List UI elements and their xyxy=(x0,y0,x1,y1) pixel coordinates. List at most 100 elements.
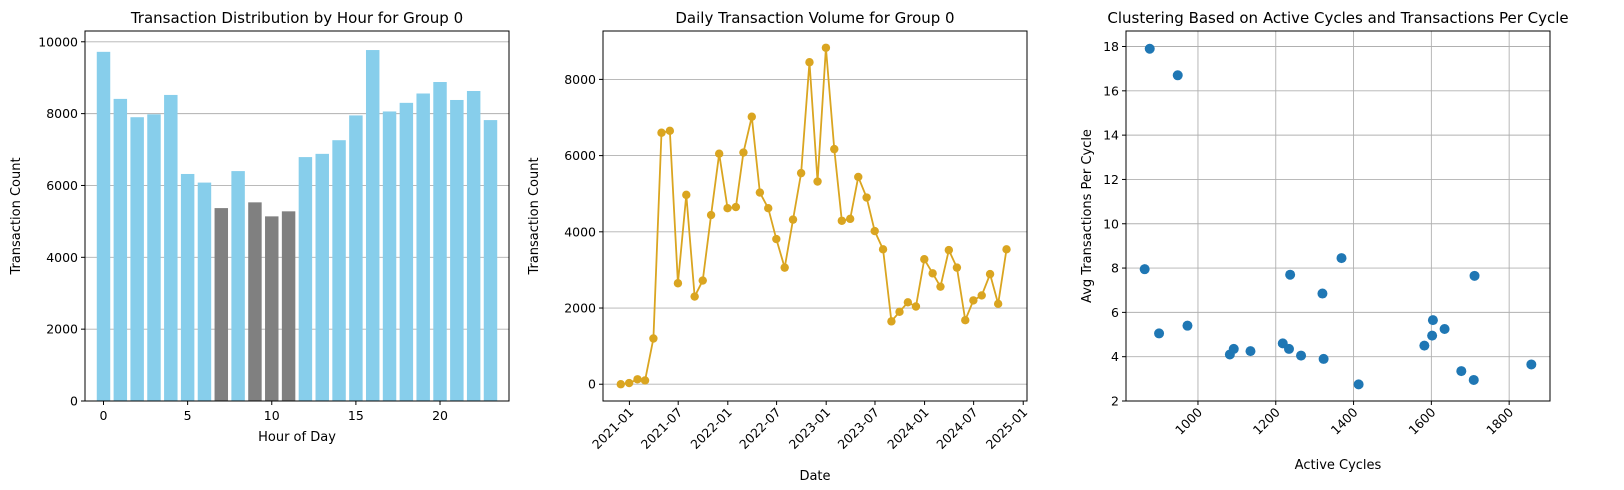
bar-hour-9 xyxy=(248,202,262,401)
y-tick-label: 2 xyxy=(1111,394,1119,409)
plot-frame xyxy=(602,30,1028,402)
data-point xyxy=(813,177,822,186)
data-point xyxy=(796,168,806,178)
y-tick-label: 2000 xyxy=(46,322,78,337)
bar-hour-4 xyxy=(164,94,178,402)
data-point xyxy=(649,334,658,343)
data-point xyxy=(714,149,724,158)
bar-hour-2 xyxy=(130,117,144,401)
y-tick-label: 0 xyxy=(70,394,78,409)
x-tick-label: 2023-01 xyxy=(786,405,834,453)
x-tick-label: 2025-01 xyxy=(983,405,1031,453)
scatter-point xyxy=(1283,343,1294,354)
data-point xyxy=(788,215,798,224)
bar-hour-19 xyxy=(416,93,430,401)
scatter-point xyxy=(1336,253,1347,264)
data-point xyxy=(928,269,937,278)
bar-hour-8 xyxy=(231,171,245,401)
data-point xyxy=(706,210,716,220)
bar-hour-0 xyxy=(96,51,111,401)
bar-hour-17 xyxy=(382,111,397,402)
data-point xyxy=(878,245,888,254)
scatter-point xyxy=(1427,315,1438,326)
x-tick-label: 1600 xyxy=(1405,404,1438,437)
y-tick-label: 4 xyxy=(1111,349,1119,364)
data-point xyxy=(1002,245,1011,254)
scatter-point xyxy=(1296,350,1307,361)
x-tick-label: 1400 xyxy=(1328,404,1361,437)
plot-frame xyxy=(84,30,510,402)
data-point xyxy=(640,376,650,385)
scatter-point xyxy=(1228,343,1239,354)
y-tick-label: 8 xyxy=(1111,261,1119,276)
scatter-point xyxy=(1318,353,1329,364)
x-tick-label: 2023-07 xyxy=(835,405,883,453)
scatter-point xyxy=(1245,346,1256,357)
scatter-point xyxy=(1468,374,1479,385)
data-point xyxy=(624,378,634,388)
bar-hour-3 xyxy=(147,114,161,401)
chart-title: Clustering Based on Active Cycles and Tr… xyxy=(1107,9,1568,27)
data-point xyxy=(985,269,995,279)
y-axis-label: Avg Transactions Per Cycle xyxy=(1080,129,1095,303)
bar-hour-14 xyxy=(332,140,346,401)
scatter-point xyxy=(1139,264,1150,275)
x-axis-label: Active Cycles xyxy=(1295,458,1382,473)
series-line xyxy=(620,47,1008,386)
y-tick-label: 18 xyxy=(1103,39,1119,54)
y-tick-label: 14 xyxy=(1103,128,1119,143)
data-point xyxy=(887,317,896,326)
y-tick-label: 6000 xyxy=(564,148,596,163)
x-tick-label: 2024-07 xyxy=(933,405,981,453)
data-point xyxy=(862,193,871,202)
x-tick-label: 10 xyxy=(264,408,280,423)
data-point xyxy=(633,375,642,384)
data-point xyxy=(780,263,789,272)
data-point xyxy=(830,144,839,154)
data-point xyxy=(739,148,748,157)
bar-hour-11 xyxy=(281,211,296,401)
y-axis-label: Transaction Count xyxy=(9,157,24,275)
data-point xyxy=(952,263,962,272)
scatter-point xyxy=(1526,359,1537,370)
scatter-point xyxy=(1317,288,1328,299)
y-tick-label: 6000 xyxy=(46,178,78,193)
scatter-point xyxy=(1419,340,1430,351)
data-point xyxy=(731,202,741,212)
y-tick-label: 2000 xyxy=(564,301,596,316)
data-point xyxy=(673,279,683,288)
x-tick-label: 2021-07 xyxy=(638,405,686,453)
data-point xyxy=(764,203,773,213)
scatter-point xyxy=(1182,320,1193,331)
bar-hour-12 xyxy=(298,157,313,401)
data-point xyxy=(821,43,831,52)
data-point xyxy=(936,282,945,291)
hourly-bar-chart: 0 5 10 15 20 0 2000 4000 6000 8000 10000 Transact… xyxy=(9,9,510,445)
data-point xyxy=(690,292,699,301)
data-point xyxy=(911,302,921,311)
x-tick-label: 2022-07 xyxy=(736,405,784,453)
y-tick-label: 6 xyxy=(1111,305,1119,320)
scatter-point xyxy=(1427,330,1438,341)
x-axis-label: Hour of Day xyxy=(258,430,336,445)
x-tick-label: 1800 xyxy=(1483,404,1516,437)
data-point xyxy=(723,203,732,213)
y-tick-label: 8000 xyxy=(564,72,596,87)
scatter-point xyxy=(1469,270,1480,281)
x-tick-label: 15 xyxy=(348,408,364,423)
y-tick-label: 0 xyxy=(588,377,596,392)
scatter-point xyxy=(1144,43,1155,54)
data-point xyxy=(944,245,954,255)
chart-title: Transaction Distribution by Hour for Gro… xyxy=(130,9,463,27)
bar-hour-20 xyxy=(433,82,447,402)
x-axis-label: Date xyxy=(799,469,830,484)
scatter-point xyxy=(1172,70,1183,81)
data-point xyxy=(920,255,929,264)
data-point xyxy=(854,172,863,182)
x-tick-label: 1000 xyxy=(1172,404,1205,437)
data-point xyxy=(698,276,707,285)
bar-hour-13 xyxy=(315,153,329,401)
data-point xyxy=(682,190,691,200)
bar-hour-5 xyxy=(180,173,195,401)
data-point xyxy=(969,296,978,305)
